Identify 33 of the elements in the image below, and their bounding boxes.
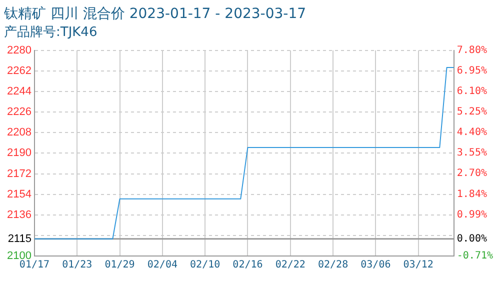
y-tick-label: 2136 <box>6 208 32 221</box>
x-tick-label: 02/16 <box>232 260 263 271</box>
y2-tick-label: 6.10% <box>456 86 487 98</box>
y-tick-label: 2244 <box>6 86 32 98</box>
y2-tick-label: 0.99% <box>456 210 487 221</box>
y2-tick-label: -0.71% <box>456 250 493 262</box>
y2-tick-label: 5.25% <box>456 106 487 118</box>
y2-tick-label: 1.84% <box>456 188 487 200</box>
x-tick-label: 01/23 <box>62 260 92 271</box>
chart-subtitle: 产品牌号:TJK46 <box>4 24 98 40</box>
chart-title: 钛精矿 四川 混合价 2023-01-17 - 2023-03-17 <box>3 6 306 22</box>
y2-tick-label: 7.80% <box>456 44 487 56</box>
y-tick-label: 2280 <box>6 44 32 56</box>
y-tick-label: 2172 <box>6 168 32 180</box>
y2-tick-label: 2.70% <box>456 168 487 180</box>
y-tick-label: 2208 <box>6 126 32 139</box>
y-tick-label: 2226 <box>6 106 32 118</box>
y-tick-label: 2154 <box>6 188 32 200</box>
x-tick-label: 03/12 <box>403 260 434 271</box>
y2-tick-label: 0.00% <box>456 233 487 244</box>
x-tick-label: 03/06 <box>360 260 391 271</box>
y2-tick-label: 4.40% <box>456 127 487 138</box>
x-tick-label: 02/10 <box>190 260 220 271</box>
x-tick-label: 02/22 <box>275 260 306 271</box>
x-tick-label: 02/04 <box>147 260 178 271</box>
y-tick-label: 2262 <box>6 64 32 77</box>
x-tick-label: 02/28 <box>318 260 348 271</box>
x-tick-label: 01/29 <box>104 260 135 271</box>
y2-tick-label: 6.95% <box>456 66 487 77</box>
y2-tick-label: 3.55% <box>456 148 487 159</box>
y-tick-label: 2190 <box>6 147 32 160</box>
y-tick-label: 2115 <box>8 232 32 245</box>
x-tick-label: 01/17 <box>19 260 50 271</box>
